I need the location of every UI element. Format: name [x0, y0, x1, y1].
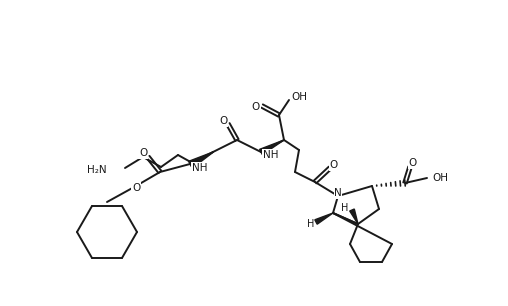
Polygon shape	[315, 213, 333, 224]
Text: NH: NH	[263, 150, 278, 160]
Text: H: H	[341, 203, 348, 213]
Text: O: O	[132, 183, 140, 193]
Text: OH: OH	[291, 92, 307, 102]
Text: O: O	[139, 148, 147, 158]
Text: O: O	[330, 160, 338, 170]
Text: O: O	[409, 158, 417, 168]
Polygon shape	[260, 140, 284, 155]
Text: O: O	[219, 116, 227, 126]
Text: OH: OH	[432, 173, 448, 183]
Text: O: O	[252, 102, 260, 112]
Text: N: N	[334, 188, 342, 198]
Text: H: H	[307, 219, 314, 229]
Text: NH: NH	[192, 163, 207, 173]
Polygon shape	[188, 152, 213, 167]
Text: H₂N: H₂N	[87, 165, 107, 175]
Polygon shape	[350, 209, 358, 224]
